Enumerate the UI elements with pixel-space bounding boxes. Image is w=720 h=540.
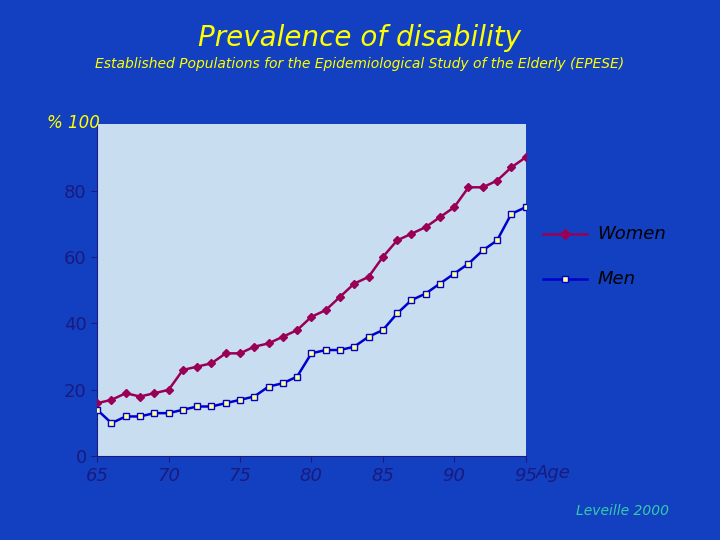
Women xyxy=(507,164,516,171)
Women xyxy=(222,350,230,356)
Women xyxy=(336,294,344,300)
Women xyxy=(235,350,244,356)
Women xyxy=(436,214,444,220)
Men xyxy=(436,280,444,287)
Men xyxy=(107,420,116,427)
Men xyxy=(521,204,530,211)
Men xyxy=(393,310,402,317)
Men xyxy=(136,413,145,420)
Women xyxy=(521,154,530,160)
Men xyxy=(450,271,459,277)
Women xyxy=(464,184,473,191)
Women xyxy=(122,390,130,396)
Text: Women: Women xyxy=(598,225,666,244)
Women xyxy=(421,224,430,231)
Text: Prevalence of disability: Prevalence of disability xyxy=(199,24,521,52)
Men xyxy=(235,396,244,403)
Line: Women: Women xyxy=(94,154,528,406)
Men xyxy=(364,334,373,340)
Women xyxy=(492,178,501,184)
Men xyxy=(222,400,230,407)
Men xyxy=(479,247,487,254)
Women xyxy=(479,184,487,191)
Men xyxy=(207,403,216,410)
Men xyxy=(122,413,130,420)
Men xyxy=(379,327,387,333)
Men xyxy=(264,383,273,390)
Text: Age: Age xyxy=(536,463,571,482)
Women xyxy=(279,334,287,340)
Men xyxy=(350,343,359,350)
Women xyxy=(207,360,216,367)
Text: Established Populations for the Epidemiological Study of the Elderly (EPESE): Established Populations for the Epidemio… xyxy=(96,57,624,71)
Women xyxy=(107,396,116,403)
Women xyxy=(450,204,459,211)
Women xyxy=(350,280,359,287)
Women xyxy=(193,363,202,370)
Men xyxy=(336,347,344,353)
Women xyxy=(179,367,187,373)
Men xyxy=(93,407,102,413)
Women xyxy=(264,340,273,347)
Men xyxy=(150,410,158,416)
Men xyxy=(407,297,415,303)
Men xyxy=(307,350,316,356)
Women xyxy=(293,327,302,333)
Women xyxy=(250,343,258,350)
Men xyxy=(321,347,330,353)
Men xyxy=(421,291,430,297)
Men xyxy=(164,410,173,416)
Women xyxy=(307,314,316,320)
Men xyxy=(464,260,473,267)
Women xyxy=(407,231,415,237)
Text: Men: Men xyxy=(598,270,635,288)
Women xyxy=(164,387,173,393)
Men xyxy=(179,407,187,413)
Text: Leveille 2000: Leveille 2000 xyxy=(576,504,669,518)
Women xyxy=(321,307,330,313)
Women xyxy=(379,254,387,260)
Women xyxy=(136,393,145,400)
Women xyxy=(364,274,373,280)
Men xyxy=(293,373,302,380)
Men xyxy=(250,393,258,400)
Men xyxy=(193,403,202,410)
Women xyxy=(93,400,102,407)
Line: Men: Men xyxy=(94,204,528,426)
Women xyxy=(150,390,158,396)
Text: % 100: % 100 xyxy=(47,114,99,132)
Men xyxy=(492,237,501,244)
Men xyxy=(279,380,287,387)
Women xyxy=(393,237,402,244)
Men xyxy=(507,211,516,217)
